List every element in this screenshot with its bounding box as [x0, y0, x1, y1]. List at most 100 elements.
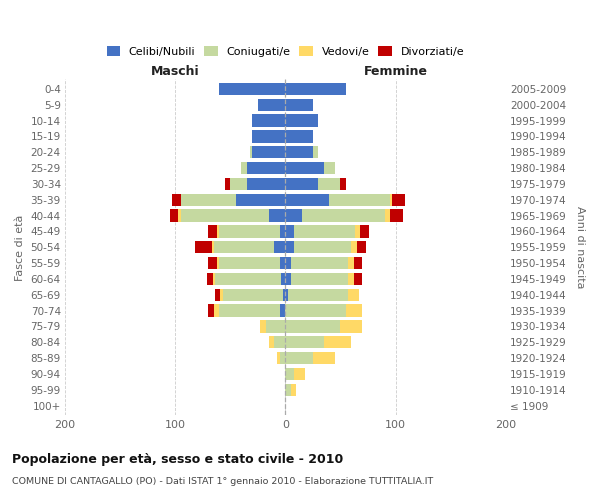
Bar — [217, 226, 219, 237]
Bar — [286, 384, 291, 396]
Bar — [294, 241, 352, 254]
Bar — [355, 226, 360, 237]
Bar — [357, 241, 366, 254]
Bar — [215, 273, 281, 285]
Bar — [348, 257, 353, 270]
Bar — [269, 336, 274, 348]
Bar — [286, 273, 291, 285]
Bar — [219, 304, 280, 317]
Bar — [266, 320, 286, 332]
Bar — [286, 352, 313, 364]
Bar — [352, 241, 357, 254]
Bar — [313, 352, 335, 364]
Bar — [214, 304, 219, 317]
Bar — [286, 320, 340, 332]
Bar — [286, 210, 302, 222]
Bar — [294, 368, 305, 380]
Bar — [286, 130, 313, 142]
Bar — [346, 304, 362, 317]
Bar — [215, 288, 220, 301]
Bar — [286, 194, 329, 206]
Bar — [340, 178, 346, 190]
Bar — [348, 273, 353, 285]
Bar — [360, 226, 369, 237]
Legend: Celibi/Nubili, Coniugati/e, Vedovi/e, Divorziati/e: Celibi/Nubili, Coniugati/e, Vedovi/e, Di… — [102, 42, 469, 61]
Bar — [170, 210, 178, 222]
Bar — [392, 194, 406, 206]
Bar — [277, 352, 280, 364]
Bar — [348, 288, 359, 301]
Bar — [172, 194, 181, 206]
Bar — [181, 194, 236, 206]
Bar — [324, 336, 352, 348]
Bar — [291, 273, 348, 285]
Bar — [253, 146, 286, 158]
Bar — [253, 130, 286, 142]
Bar — [181, 210, 269, 222]
Text: COMUNE DI CANTAGALLO (PO) - Dati ISTAT 1° gennaio 2010 - Elaborazione TUTTITALIA: COMUNE DI CANTAGALLO (PO) - Dati ISTAT 1… — [12, 478, 433, 486]
Bar — [286, 114, 319, 127]
Bar — [223, 288, 283, 301]
Y-axis label: Anni di nascita: Anni di nascita — [575, 206, 585, 288]
Bar — [230, 178, 247, 190]
Bar — [390, 194, 392, 206]
Bar — [286, 288, 287, 301]
Bar — [286, 98, 313, 111]
Bar — [286, 83, 346, 95]
Bar — [219, 257, 280, 270]
Bar — [286, 336, 324, 348]
Bar — [219, 226, 280, 237]
Bar — [313, 146, 319, 158]
Bar — [208, 257, 217, 270]
Bar — [390, 210, 403, 222]
Bar — [280, 352, 286, 364]
Bar — [324, 162, 335, 174]
Bar — [269, 210, 286, 222]
Text: Femmine: Femmine — [364, 65, 428, 78]
Bar — [212, 241, 214, 254]
Bar — [291, 257, 348, 270]
Bar — [329, 194, 390, 206]
Bar — [286, 304, 346, 317]
Bar — [385, 210, 390, 222]
Bar — [219, 83, 286, 95]
Text: Maschi: Maschi — [151, 65, 199, 78]
Bar — [253, 114, 286, 127]
Bar — [319, 178, 340, 190]
Y-axis label: Fasce di età: Fasce di età — [15, 214, 25, 280]
Text: Popolazione per età, sesso e stato civile - 2010: Popolazione per età, sesso e stato civil… — [12, 452, 343, 466]
Bar — [195, 241, 212, 254]
Bar — [236, 194, 286, 206]
Bar — [286, 146, 313, 158]
Bar — [281, 273, 286, 285]
Bar — [286, 257, 291, 270]
Bar — [280, 226, 286, 237]
Bar — [286, 162, 324, 174]
Bar — [241, 162, 247, 174]
Bar — [283, 288, 286, 301]
Bar — [260, 320, 266, 332]
Bar — [287, 288, 348, 301]
Bar — [291, 384, 296, 396]
Bar — [250, 146, 253, 158]
Bar — [258, 98, 286, 111]
Bar — [208, 304, 214, 317]
Bar — [286, 178, 319, 190]
Bar — [340, 320, 362, 332]
Bar — [280, 257, 286, 270]
Bar — [214, 241, 274, 254]
Bar — [294, 226, 355, 237]
Bar — [208, 226, 217, 237]
Bar — [225, 178, 230, 190]
Bar — [217, 257, 219, 270]
Bar — [207, 273, 212, 285]
Bar — [178, 210, 181, 222]
Bar — [247, 178, 286, 190]
Bar — [280, 304, 286, 317]
Bar — [247, 162, 286, 174]
Bar — [302, 210, 385, 222]
Bar — [353, 273, 362, 285]
Bar — [286, 241, 294, 254]
Bar — [212, 273, 215, 285]
Bar — [220, 288, 223, 301]
